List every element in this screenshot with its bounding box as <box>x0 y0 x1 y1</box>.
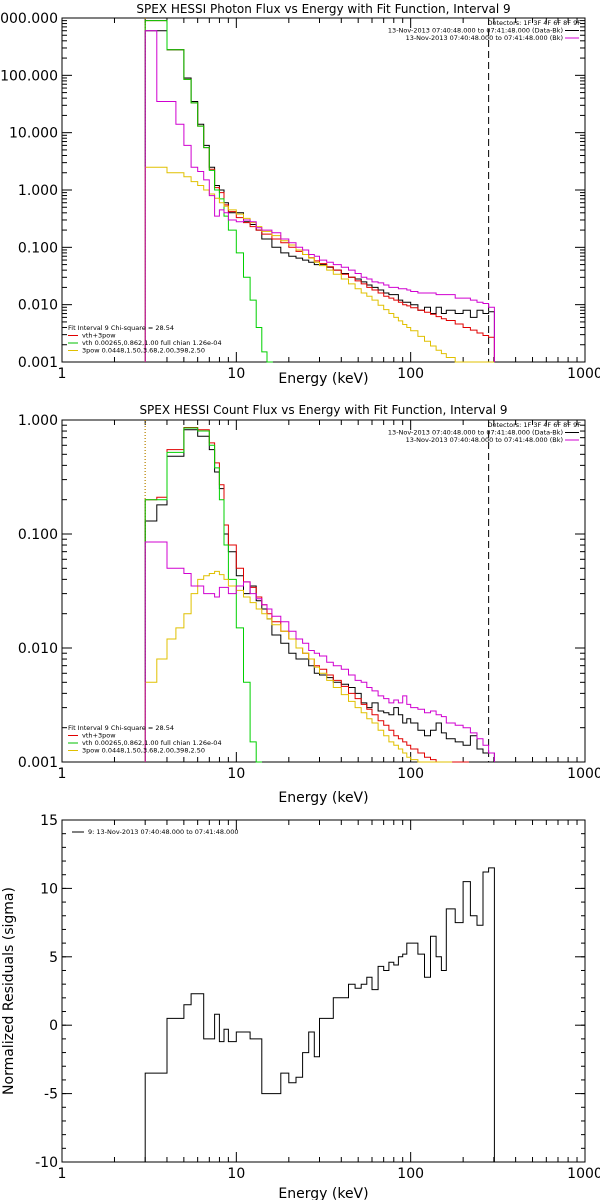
chart2-x-tick-label: 1 <box>58 766 67 782</box>
chart1-fit-legend-text: 3pow 0.0448,1.50,3.68,2.00,398,2.50 <box>82 347 205 355</box>
chart1-fit-legend-text: Fit Interval 9 Chi-square = 28.54 <box>68 324 174 332</box>
chart1-y-tick-label: 10.000 <box>9 126 58 142</box>
chart1-fit-legend-text: vth+3pow <box>82 332 116 340</box>
chart3-y-tick-label: 15 <box>40 813 58 829</box>
chart2-x-tick-label: 100 <box>397 766 424 782</box>
chart2-x-tick-label: 10 <box>227 766 245 782</box>
chart3-y-axis-label: Normalized Residuals (sigma) <box>1 887 17 1095</box>
chart2-series-2-line <box>144 427 469 763</box>
chart2-y-tick-label: 0.100 <box>18 527 58 543</box>
chart3-legend-text: 9: 13-Nov-2013 07:40:48.000 to 07:41:48.… <box>88 828 238 836</box>
chart3-y-tick-label: 0 <box>49 1018 58 1034</box>
chart2-series-4-line <box>144 570 453 763</box>
chart1-series-2-line <box>144 20 495 362</box>
chart3-frame <box>61 819 586 1163</box>
chart3-x-axis-label: Energy (keV) <box>278 1186 368 1200</box>
chart3-x-tick-label: 100 <box>397 1166 424 1182</box>
chart1-x-axis-label: Energy (keV) <box>278 371 368 387</box>
chart1-y-tick-label: 1000.000 <box>0 11 58 27</box>
chart3-x-tick-label: 1000 <box>567 1166 600 1182</box>
chart1-title: SPEX HESSI Photon Flux vs Energy with Fi… <box>136 2 510 16</box>
chart2-y-tick-label: 0.010 <box>18 641 58 657</box>
chart2-legend-text: Detectors: 1F 3F 4F 6F 8F 9F <box>487 421 581 429</box>
chart1-y-tick-label: 0.010 <box>18 298 58 314</box>
chart1-x-tick-label: 100 <box>397 366 424 382</box>
chart2-series-1-line <box>144 429 495 762</box>
chart2-title: SPEX HESSI Count Flux vs Energy with Fit… <box>139 403 507 417</box>
chart2-fit-legend-text: 3pow 0.0448,1.50,3.68,2.00,398,2.50 <box>82 747 205 755</box>
chart2-legend-text: 13-Nov-2013 07:40:48.000 to 07:41:48.000… <box>406 436 563 444</box>
chart1-x-tick-label: 1000 <box>567 366 600 382</box>
chart1-series-5-line <box>144 30 495 362</box>
chart1-legend-text: 13-Nov-2013 07:40:48.000 to 07:41:48.000… <box>388 27 563 35</box>
chart1-y-tick-label: 0.001 <box>18 355 58 371</box>
chart2-frame <box>61 419 586 763</box>
chart2-y-tick-label: 1.000 <box>18 413 58 429</box>
chart3-x-tick-label: 1 <box>58 1166 67 1182</box>
chart3-y-tick-label: -5 <box>44 1087 58 1103</box>
chart3-y-tick-label: 10 <box>40 881 58 897</box>
chart2-series-3-line <box>144 427 262 763</box>
chart1-fit-legend-text: vth 0.00265,0.862,1.00 full chian 1.26e-… <box>82 339 222 347</box>
chart1-frame <box>61 17 586 363</box>
chart1-y-tick-label: 100.000 <box>0 68 58 84</box>
chart2-fit-legend-text: Fit Interval 9 Chi-square = 28.54 <box>68 724 174 732</box>
chart1-series-3-line <box>144 20 273 363</box>
chart1-legend-text: Detectors: 1F 3F 4F 6F 8F 9F <box>487 19 581 27</box>
chart1-x-tick-label: 10 <box>227 366 245 382</box>
chart1-series-4-line <box>144 166 495 363</box>
chart1-legend-text: 13-Nov-2013 07:40:48.000 to 07:41:48.000… <box>406 34 563 42</box>
chart3-series-1-line <box>144 867 495 1162</box>
chart3-x-tick-label: 10 <box>227 1166 245 1182</box>
chart1-series-1-line <box>144 30 495 362</box>
chart2-y-tick-label: 0.001 <box>18 755 58 771</box>
chart2-legend-text: 13-Nov-2013 07:40:48.000 to 07:41:48.000… <box>388 429 563 437</box>
chart2-x-axis-label: Energy (keV) <box>278 790 368 806</box>
chart2-fit-legend-text: vth 0.00265,0.862,1.00 full chian 1.26e-… <box>82 739 222 747</box>
chart2-x-tick-label: 1000 <box>567 766 600 782</box>
chart1-y-tick-label: 0.100 <box>18 240 58 256</box>
chart3-y-tick-label: 5 <box>49 950 58 966</box>
chart2-fit-legend-text: vth+3pow <box>82 732 116 740</box>
chart1-y-tick-label: 1.000 <box>18 183 58 199</box>
chart3-y-tick-label: -10 <box>35 1155 58 1171</box>
chart1-x-tick-label: 1 <box>58 366 67 382</box>
chart2-series-5-line <box>144 541 495 762</box>
